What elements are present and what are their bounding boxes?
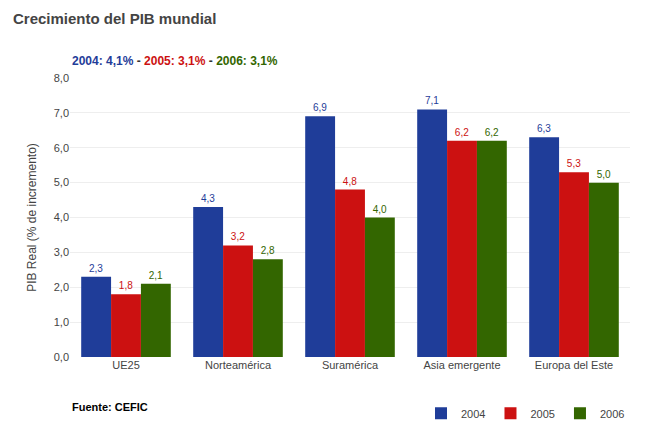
svg-text:6,0: 6,0 — [54, 142, 69, 154]
svg-text:2005: 2005 — [530, 408, 554, 420]
svg-text:4,0: 4,0 — [373, 204, 387, 215]
svg-text:2,3: 2,3 — [89, 263, 103, 274]
svg-text:6,2: 6,2 — [455, 127, 469, 138]
svg-text:4,0: 4,0 — [54, 211, 69, 223]
svg-text:7,1: 7,1 — [425, 95, 439, 106]
svg-text:Asia emergente: Asia emergente — [423, 359, 500, 371]
svg-text:2,0: 2,0 — [54, 281, 69, 293]
svg-text:2006: 2006 — [600, 408, 624, 420]
svg-text:5,0: 5,0 — [597, 169, 611, 180]
svg-text:8,0: 8,0 — [54, 72, 69, 84]
svg-text:Europa del Este: Europa del Este — [535, 359, 613, 371]
svg-text:Fuente: CEFIC: Fuente: CEFIC — [72, 401, 148, 413]
svg-text:5,3: 5,3 — [567, 158, 581, 169]
svg-text:6,2: 6,2 — [485, 127, 499, 138]
svg-text:Suramérica: Suramérica — [322, 359, 379, 371]
svg-text:2004: 2004 — [461, 408, 485, 420]
svg-text:2,1: 2,1 — [149, 270, 163, 281]
svg-text:2,8: 2,8 — [261, 245, 275, 256]
svg-text:2004: 4,1% - 2005: 3,1% - 2006: 2004: 4,1% - 2005: 3,1% - 2006: 3,1% — [72, 54, 278, 68]
svg-text:1,8: 1,8 — [119, 280, 133, 291]
svg-text:4,8: 4,8 — [343, 176, 357, 187]
svg-text:PIB Real (% de incremento): PIB Real (% de incremento) — [25, 143, 39, 292]
svg-text:3,0: 3,0 — [54, 246, 69, 258]
svg-text:0,0: 0,0 — [54, 351, 69, 363]
svg-text:6,9: 6,9 — [313, 102, 327, 113]
svg-text:4,3: 4,3 — [201, 193, 215, 204]
svg-text:Crecimiento del PIB mundial: Crecimiento del PIB mundial — [13, 10, 216, 27]
svg-text:5,0: 5,0 — [54, 176, 69, 188]
svg-text:Norteamérica: Norteamérica — [205, 359, 272, 371]
svg-text:7,0: 7,0 — [54, 107, 69, 119]
svg-text:UE25: UE25 — [112, 359, 140, 371]
svg-text:1,0: 1,0 — [54, 316, 69, 328]
svg-text:6,3: 6,3 — [537, 123, 551, 134]
svg-text:3,2: 3,2 — [231, 231, 245, 242]
